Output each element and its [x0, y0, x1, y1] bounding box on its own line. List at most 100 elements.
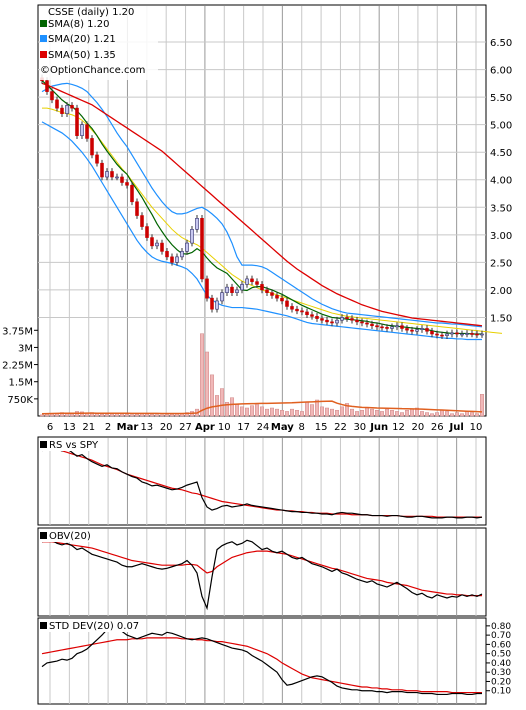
x-tick-label-15: 22	[334, 422, 347, 433]
candle-body-50	[290, 306, 294, 310]
x-tick-label-21: Jul	[448, 422, 463, 433]
candle-body-21	[145, 226, 149, 238]
volume-bar-83	[455, 412, 459, 417]
volume-bar-26	[170, 413, 174, 417]
rs-panel-title: RS vs SPY	[49, 440, 99, 451]
candle-body-54	[310, 314, 314, 317]
candle-body-45	[265, 289, 269, 293]
volume-bar-6	[70, 413, 74, 417]
volume-bar-42	[250, 405, 254, 417]
candle-body-40	[240, 284, 244, 291]
obv-panel-frame	[37, 527, 487, 617]
x-tick-label-11: 24	[257, 422, 270, 433]
x-tick-label-4: Mar	[117, 422, 139, 433]
x-tick-label-8: Apr	[195, 422, 215, 433]
x-tick-label-12: May	[271, 422, 294, 433]
legend-label-sma20: SMA(20) 1.21	[48, 34, 116, 45]
volume-bar-48	[280, 410, 284, 417]
obv-title-swatch	[40, 532, 47, 539]
stddev-title-bg	[39, 619, 141, 632]
candle-body-39	[235, 289, 239, 293]
volume-y-tick-label-1: 1.5M	[8, 378, 33, 389]
panel-obv-red-line	[42, 541, 482, 597]
x-tick-label-18: 12	[392, 422, 405, 433]
candle-body-84	[460, 333, 464, 336]
volume-bar-78	[430, 413, 434, 417]
candle-body-46	[270, 292, 274, 296]
volume-bar-51	[295, 410, 299, 417]
candle-body-61	[345, 317, 349, 319]
candle-body-47	[275, 295, 279, 299]
volume-bar-74	[410, 408, 414, 417]
price-y-tick-label-5: 4.00	[490, 176, 512, 187]
volume-bar-69	[385, 408, 389, 417]
sma50-line	[41, 82, 483, 327]
volume-bar-65	[365, 407, 369, 417]
candle-body-41	[245, 278, 249, 285]
candle-body-44	[260, 284, 264, 291]
panel-stddev-y-tick-label-4: 0.50	[491, 650, 511, 660]
volume-layer	[40, 333, 484, 417]
candle-body-9	[85, 124, 89, 139]
candle-body-28	[180, 251, 184, 258]
candle-body-63	[355, 319, 359, 323]
bollinger-lower-line	[41, 121, 482, 341]
candle-body-14	[110, 171, 114, 178]
candle-body-27	[175, 256, 179, 263]
candle-body-15	[115, 176, 119, 179]
volume-bar-57	[325, 407, 329, 417]
watermark-text: ©OptionChance.com	[40, 65, 145, 76]
stddev-panel-title: STD DEV(20) 0.07	[49, 621, 139, 632]
candle-body-3	[55, 99, 59, 109]
volume-bar-61	[345, 403, 349, 417]
candle-body-7	[75, 107, 79, 136]
candle-layer	[40, 74, 484, 339]
rs-title-bg	[39, 438, 107, 451]
x-tick-label-7: 27	[179, 422, 192, 433]
volume-bar-33	[205, 351, 209, 417]
price-y-tick-label-0: 1.50	[490, 313, 512, 324]
price-y-tick-label-4: 3.50	[490, 203, 512, 214]
volume-bar-25	[165, 414, 169, 417]
legend-swatch-sma20	[40, 35, 47, 42]
candle-body-13	[105, 171, 109, 178]
candle-body-79	[435, 333, 439, 336]
candle-body-78	[430, 330, 434, 335]
volume-average-line	[41, 400, 483, 415]
candle-body-11	[95, 154, 99, 164]
x-tick-label-19: 20	[412, 422, 425, 433]
volume-bar-82	[450, 413, 454, 417]
axis-layer: 6 13 21 2 Mar 13 20 27 Apr 10 17 24 May 8 15 22 30 Jun 12 2…	[2, 38, 512, 697]
candle-body-10	[90, 138, 94, 156]
candle-body-42	[250, 278, 254, 282]
x-tick-label-13: 8	[299, 422, 305, 433]
candle-body-20	[140, 215, 144, 227]
volume-y-tick-label-0: 750K	[7, 395, 33, 406]
candle-body-83	[455, 332, 459, 335]
volume-bar-37	[225, 402, 229, 417]
volume-bar-87	[475, 413, 479, 417]
candle-body-69	[385, 327, 389, 329]
candle-body-12	[100, 162, 104, 178]
price-y-tick-label-3: 3.00	[490, 231, 512, 242]
x-tick-label-0: 6	[47, 422, 53, 433]
candle-body-88	[480, 333, 484, 336]
panel-rs-black-line	[41, 443, 483, 519]
obv-title-bg	[39, 529, 95, 542]
candle-body-49	[285, 300, 289, 307]
price-y-tick-label-8: 5.50	[490, 93, 512, 104]
volume-bar-66	[370, 408, 374, 417]
volume-bar-0	[40, 414, 44, 417]
panel-stddev-red-line	[41, 637, 482, 694]
volume-bar-85	[465, 411, 469, 417]
volume-bar-80	[440, 410, 444, 417]
volume-bar-88	[480, 394, 484, 417]
volume-bar-55	[315, 399, 319, 417]
x-tick-label-22: 10	[470, 422, 483, 433]
volume-bar-73	[405, 410, 409, 417]
legend-label-sma8: SMA(8) 1.20	[48, 19, 109, 30]
volume-bar-44	[260, 406, 264, 417]
candle-body-38	[230, 286, 234, 293]
rs-panel-frame	[37, 436, 487, 526]
x-tick-label-3: 2	[105, 422, 111, 433]
